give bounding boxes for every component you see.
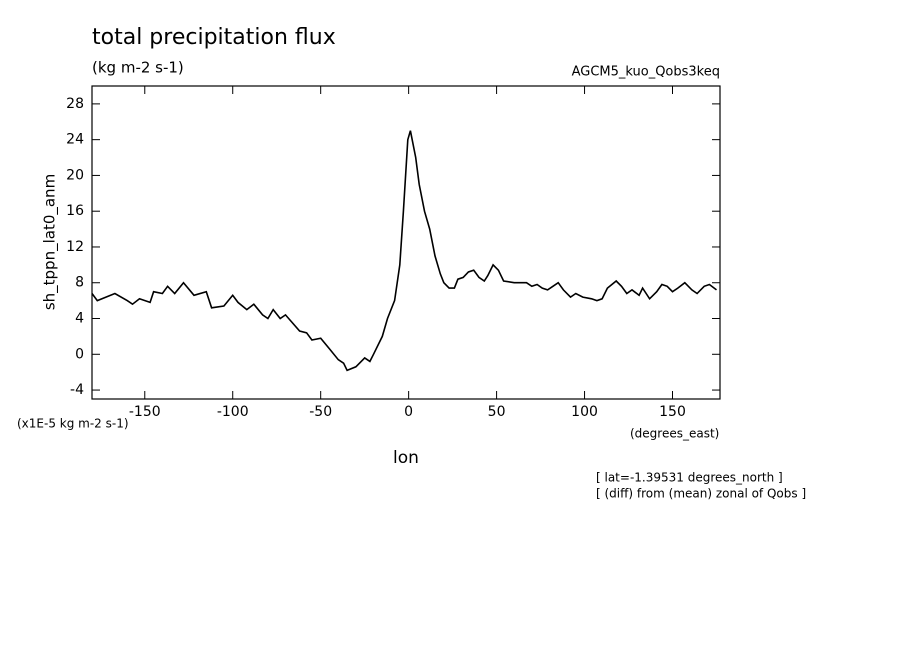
x-tick-label: 0 <box>404 404 413 420</box>
x-tick-label: -150 <box>129 404 161 420</box>
x-axis-label: lon <box>393 448 419 468</box>
y-units: (x1E-5 kg m-2 s-1) <box>17 417 129 431</box>
x-units: (degrees_east) <box>630 427 719 441</box>
y-tick-label: -4 <box>70 382 84 398</box>
y-tick-label: 8 <box>75 275 84 291</box>
y-tick-label: 0 <box>75 346 84 362</box>
x-tick-label: -50 <box>309 404 332 420</box>
subtitle: (kg m-2 s-1) <box>92 59 184 77</box>
data-line <box>91 130 717 372</box>
x-tick-label: 100 <box>571 404 598 420</box>
x-tick-label: 150 <box>659 404 686 420</box>
y-tick-label: 4 <box>75 311 84 327</box>
y-tick-label: 12 <box>66 239 84 255</box>
y-tick-label: 24 <box>66 132 84 148</box>
y-tick-label: 16 <box>66 203 84 219</box>
note: [ lat=-1.39531 degrees_north ] <box>596 471 783 485</box>
y-tick-label: 28 <box>66 96 84 112</box>
x-tick-label: -100 <box>217 404 249 420</box>
note: [ (diff) from (mean) zonal of Qobs ] <box>596 487 806 501</box>
dataset-label: AGCM5_kuo_Qobs3keq <box>572 65 720 80</box>
y-tick-label: 20 <box>66 167 84 183</box>
y-axis-label: sh_tppn_lat0_anm <box>41 174 60 310</box>
x-tick-label: 50 <box>488 404 506 420</box>
chart-title: total precipitation flux <box>92 25 336 50</box>
plot-frame <box>91 85 721 400</box>
